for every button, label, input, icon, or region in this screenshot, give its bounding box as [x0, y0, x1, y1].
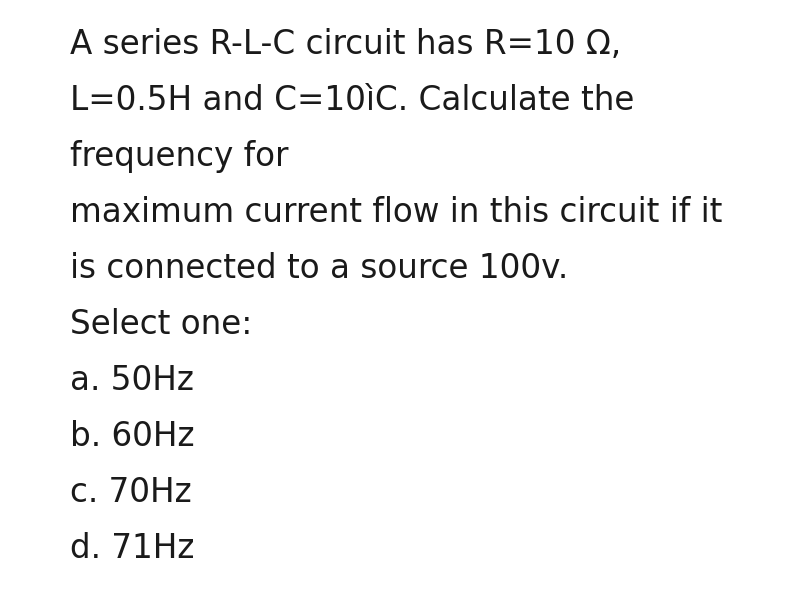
Text: frequency for: frequency for — [70, 140, 288, 173]
Text: c. 70Hz: c. 70Hz — [70, 476, 191, 509]
Text: a. 50Hz: a. 50Hz — [70, 364, 194, 397]
Text: L=0.5H and C=10ìC. Calculate the: L=0.5H and C=10ìC. Calculate the — [70, 84, 634, 117]
Text: b. 60Hz: b. 60Hz — [70, 420, 195, 453]
Text: maximum current flow in this circuit if it: maximum current flow in this circuit if … — [70, 196, 723, 229]
Text: is connected to a source 100v.: is connected to a source 100v. — [70, 252, 569, 285]
Text: Select one:: Select one: — [70, 308, 252, 341]
Text: d. 71Hz: d. 71Hz — [70, 532, 195, 565]
Text: A series R-L-C circuit has R=10 Ω,: A series R-L-C circuit has R=10 Ω, — [70, 28, 621, 61]
